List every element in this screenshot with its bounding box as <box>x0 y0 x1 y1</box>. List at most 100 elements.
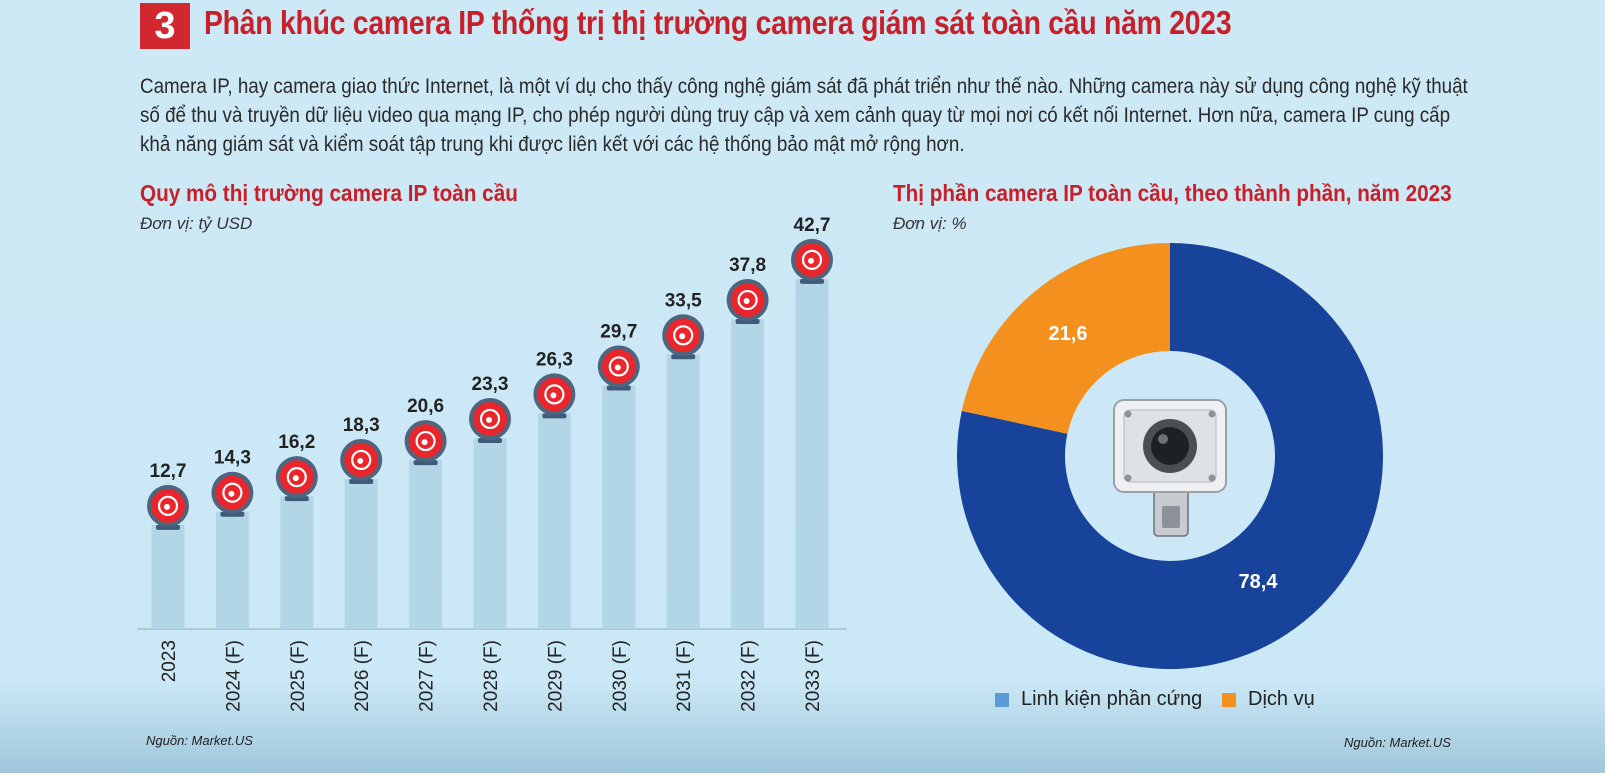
x-tick-label: 2028 (F) <box>481 640 502 712</box>
camera-marker-icon <box>404 420 447 466</box>
bar-value-label: 42,7 <box>794 215 831 236</box>
page-title: Phân khúc camera IP thống trị thị trường… <box>204 4 1232 41</box>
marker-lens <box>157 495 179 516</box>
marker-lens <box>801 249 823 270</box>
x-tick-label: 2032 (F) <box>739 640 760 712</box>
marker-lens <box>351 449 372 471</box>
bar-2024 (F) <box>215 511 249 629</box>
section-number-badge: 3 <box>140 3 190 49</box>
camera-marker-icon <box>275 456 318 502</box>
x-tick-label: 2025 (F) <box>288 640 309 712</box>
legend-label-hardware: Linh kiện phần cứng <box>1021 688 1203 710</box>
marker-lens <box>479 408 501 430</box>
marker-lens <box>222 482 243 503</box>
camera-front <box>1123 409 1217 483</box>
camera-marker-icon <box>147 484 189 530</box>
bar-chart-unit: Đơn vị: tỷ USD <box>140 214 253 233</box>
camera-screw <box>1208 410 1216 418</box>
marker-base <box>606 385 631 391</box>
camera-lens-glare <box>1158 434 1168 444</box>
camera-marker-icon <box>597 345 640 391</box>
bar-2029 (F) <box>537 413 571 629</box>
x-tick-label: 2029 (F) <box>545 640 566 712</box>
bar-2025 (F) <box>280 496 314 629</box>
marker-lens <box>737 289 758 311</box>
x-tick-label: 2030 (F) <box>610 640 631 712</box>
marker-base <box>735 319 760 325</box>
bar-2031 (F) <box>666 354 700 629</box>
bar-chart-source: Nguồn: Market.US <box>146 733 253 748</box>
bar-2027 (F) <box>409 460 443 629</box>
bar-value-label: 12,7 <box>150 461 187 482</box>
marker-base <box>478 437 502 443</box>
camera-marker-icon <box>791 238 833 284</box>
bar-value-label: 29,7 <box>600 321 637 342</box>
intro-paragraph: Camera IP, hay camera giao thức Internet… <box>140 75 1468 156</box>
bar-2032 (F) <box>731 319 765 629</box>
marker-base <box>413 460 438 466</box>
marker-base <box>284 496 309 502</box>
x-tick-label: 2031 (F) <box>674 640 695 712</box>
donut-chart-title: Thị phần camera IP toàn cầu, theo thành … <box>893 180 1452 206</box>
slice-label-hardware: 78,4 <box>1239 571 1279 593</box>
camera-lens-outer <box>1143 419 1197 473</box>
bar-chart: 12,7 2023 14,3 2024 (F) 16,2 2025 (F) 18,3 2026… <box>137 215 847 712</box>
security-camera-icon <box>1113 399 1227 537</box>
donut-slice <box>957 243 1384 670</box>
camera-screw <box>1124 410 1132 418</box>
camera-housing <box>1113 399 1227 493</box>
legend-label-service: Dịch vụ <box>1248 688 1315 710</box>
marker-pupil <box>292 475 299 482</box>
marker-pupil <box>550 392 557 399</box>
marker-lens <box>608 356 629 377</box>
x-tick-label: 2023 <box>159 640 180 682</box>
marker-base <box>671 354 696 360</box>
legend-item-service: Dịch vụ <box>1222 688 1315 711</box>
marker-lens <box>544 384 565 405</box>
marker-lens <box>286 467 307 488</box>
donut-slice <box>961 243 1170 434</box>
camera-mount-slot <box>1162 506 1180 528</box>
camera-marker-icon <box>533 373 576 419</box>
bar-value-label: 37,8 <box>729 255 766 276</box>
x-tick-label: 2033 (F) <box>803 640 824 712</box>
camera-mount <box>1153 483 1189 537</box>
camera-marker-icon <box>211 471 254 517</box>
legend-swatch-hardware <box>995 692 1009 707</box>
bar-value-label: 33,5 <box>665 290 702 311</box>
slice-label-service: 21,6 <box>1049 323 1088 345</box>
camera-marker-icon <box>662 314 705 360</box>
bar-value-label: 18,3 <box>343 415 380 436</box>
bar-value-label: 20,6 <box>407 396 444 417</box>
marker-pupil <box>614 364 621 371</box>
marker-pupil <box>679 333 686 340</box>
legend-swatch-service <box>1222 692 1236 707</box>
legend-item-hardware: Linh kiện phần cứng <box>995 688 1202 711</box>
marker-pupil <box>808 257 814 264</box>
marker-lens <box>415 430 436 452</box>
bar-value-label: 16,2 <box>278 432 315 453</box>
camera-marker-icon <box>340 438 383 484</box>
marker-base <box>220 511 245 517</box>
marker-base <box>542 413 567 419</box>
bar-2030 (F) <box>602 385 636 629</box>
bar-2028 (F) <box>473 437 507 629</box>
bar-2023 <box>151 524 185 629</box>
bar-2026 (F) <box>344 478 378 629</box>
x-tick-label: 2024 (F) <box>223 640 244 712</box>
x-tick-label: 2027 (F) <box>417 640 438 712</box>
camera-screw <box>1208 474 1216 482</box>
bar-value-label: 26,3 <box>536 349 573 370</box>
donut-chart-unit: Đơn vị: % <box>893 214 967 233</box>
camera-marker-icon <box>469 397 511 443</box>
marker-base <box>349 478 374 484</box>
camera-lens <box>1151 427 1189 465</box>
camera-marker-icon <box>726 279 769 325</box>
bar-2033 (F) <box>795 278 829 629</box>
marker-pupil <box>228 490 235 497</box>
camera-screw <box>1124 474 1132 482</box>
bar-value-label: 14,3 <box>214 448 251 469</box>
marker-lens <box>673 325 694 346</box>
marker-pupil <box>743 298 750 305</box>
x-tick-label: 2026 (F) <box>352 640 373 712</box>
